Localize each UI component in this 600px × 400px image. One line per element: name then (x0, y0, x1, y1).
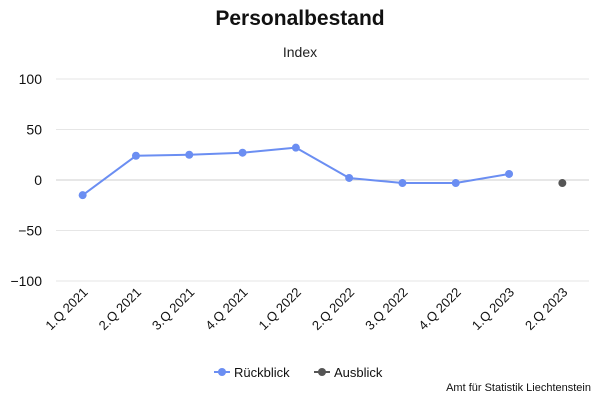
data-point[interactable] (132, 152, 140, 160)
data-point[interactable] (345, 174, 353, 182)
series-line (83, 148, 509, 195)
y-tick-label: 50 (26, 122, 42, 138)
y-axis-ticks: 100 50 0 −50 −100 (10, 71, 42, 289)
x-tick-label: 2.Q 2021 (96, 285, 144, 333)
series-layer (79, 144, 567, 199)
series-1 (558, 179, 566, 187)
legend-item[interactable]: Rückblick (214, 365, 290, 380)
x-tick-label: 4.Q 2022 (415, 285, 463, 333)
x-tick-label: 1.Q 2023 (469, 285, 517, 333)
legend-label: Rückblick (234, 365, 290, 380)
x-tick-label: 1.Q 2021 (42, 285, 90, 333)
gridlines (56, 79, 589, 281)
data-point[interactable] (505, 170, 513, 178)
data-point[interactable] (558, 179, 566, 187)
data-point[interactable] (79, 191, 87, 199)
x-tick-label: 2.Q 2023 (522, 285, 570, 333)
y-tick-label: −50 (18, 223, 42, 239)
legend[interactable]: Rückblick Ausblick (214, 365, 383, 380)
legend-dot-marker (318, 368, 326, 376)
legend-dot-marker (218, 368, 226, 376)
data-point[interactable] (185, 151, 193, 159)
data-point[interactable] (239, 149, 247, 157)
x-tick-label: 2.Q 2022 (309, 285, 357, 333)
x-tick-label: 3.Q 2022 (362, 285, 410, 333)
y-tick-label: −100 (10, 273, 42, 289)
data-point[interactable] (398, 179, 406, 187)
x-axis-ticks: 1.Q 2021 2.Q 2021 3.Q 2021 4.Q 2021 1.Q 2022… (42, 285, 570, 333)
series-0 (79, 144, 513, 199)
x-tick-label: 4.Q 2021 (202, 285, 250, 333)
y-tick-label: 0 (34, 172, 42, 188)
legend-item[interactable]: Ausblick (314, 365, 383, 380)
y-tick-label: 100 (19, 71, 43, 87)
data-point[interactable] (452, 179, 460, 187)
data-point[interactable] (292, 144, 300, 152)
x-tick-label: 3.Q 2021 (149, 285, 197, 333)
legend-label: Ausblick (334, 365, 383, 380)
source-credit: Amt für Statistik Liechtenstein (446, 382, 591, 394)
x-tick-label: 1.Q 2022 (256, 285, 304, 333)
